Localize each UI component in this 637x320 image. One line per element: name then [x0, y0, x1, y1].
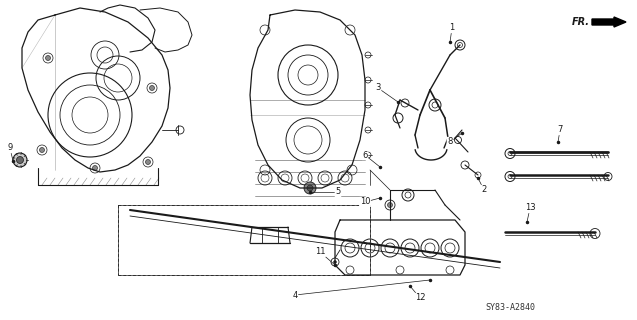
Circle shape	[39, 148, 45, 153]
Text: SY83-A2840: SY83-A2840	[485, 303, 535, 313]
Text: 13: 13	[525, 204, 535, 212]
Circle shape	[334, 260, 336, 263]
Circle shape	[150, 85, 155, 91]
Circle shape	[304, 182, 316, 194]
Text: 4: 4	[292, 291, 297, 300]
Circle shape	[92, 165, 97, 171]
Text: 11: 11	[315, 247, 326, 257]
Text: 9: 9	[8, 143, 13, 153]
Text: 5: 5	[335, 188, 341, 196]
Text: FR.: FR.	[572, 17, 590, 27]
Circle shape	[307, 185, 313, 191]
Circle shape	[17, 156, 24, 164]
Text: 10: 10	[360, 197, 370, 206]
Text: 3: 3	[375, 84, 381, 92]
Text: 7: 7	[557, 125, 562, 134]
Text: 1: 1	[449, 23, 455, 33]
Text: 8: 8	[447, 138, 453, 147]
Circle shape	[45, 55, 50, 60]
Text: 6: 6	[362, 150, 368, 159]
Text: 2: 2	[482, 186, 487, 195]
Text: 12: 12	[415, 293, 426, 302]
Circle shape	[145, 159, 150, 164]
Circle shape	[387, 203, 392, 207]
Circle shape	[13, 153, 27, 167]
FancyArrow shape	[592, 17, 626, 27]
